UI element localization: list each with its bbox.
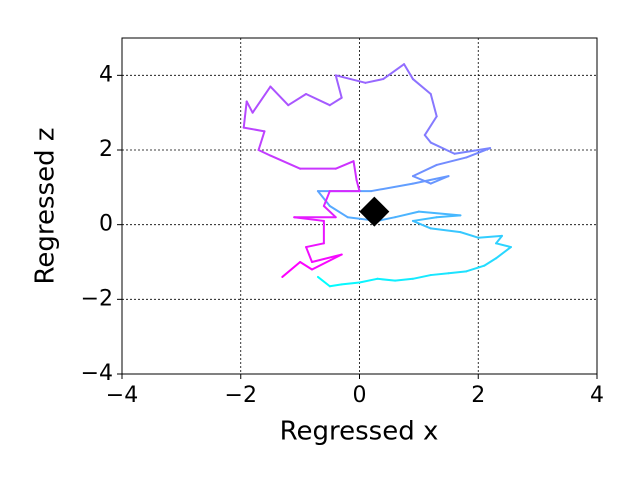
trajectory-segment (305, 242, 325, 249)
trajectory-segment (311, 253, 343, 263)
trajectory-segment (355, 178, 361, 193)
x-tick-label: 2 (471, 383, 485, 408)
trajectory-segment (394, 210, 420, 219)
trajectory-segment (411, 274, 432, 280)
trajectory-segment (423, 115, 438, 137)
trajectory-segment (334, 74, 343, 99)
trajectory-segment (370, 182, 414, 193)
trajectory-segment (305, 246, 313, 263)
trajectory-segment (334, 160, 355, 170)
trajectory-segment (429, 93, 438, 118)
trajectory-segment (411, 175, 432, 185)
trajectory-segment (417, 210, 462, 217)
trajectory-segment (495, 242, 512, 249)
trajectory-segment (316, 275, 331, 288)
trajectory-segment (311, 253, 343, 271)
trajectory-segment (429, 272, 450, 277)
trajectory-segment (251, 85, 272, 114)
x-tick-label: 0 (353, 383, 367, 408)
trajectory-segment (257, 149, 272, 157)
trajectory-segment (403, 63, 414, 81)
trajectory-segment (242, 100, 248, 129)
x-tick-label: −2 (225, 383, 257, 408)
y-axis-label: Regressed z (31, 127, 61, 284)
y-tick-label: −2 (81, 286, 113, 311)
y-tick-label: 4 (99, 62, 113, 87)
trajectory-segment (316, 190, 331, 207)
trajectory-segment (435, 156, 468, 166)
trajectory-segment (242, 126, 266, 133)
trajectory-segment (411, 216, 438, 222)
trajectory-segment (429, 141, 456, 155)
y-tick-label: 0 (99, 212, 113, 237)
trajectory-segment (245, 100, 254, 114)
trajectory-segment (299, 261, 313, 271)
trajectory-segment (281, 261, 302, 278)
trajectory-segment (429, 175, 450, 185)
y-tick-label: −4 (81, 361, 113, 386)
trajectory-segment (411, 163, 438, 178)
trajectory-segment (447, 270, 468, 275)
trajectory-segment (269, 154, 302, 170)
trajectory-segment (352, 160, 358, 181)
trajectory-segment (334, 74, 367, 84)
trajectory-segment (483, 257, 498, 267)
trajectory-segment (376, 277, 397, 282)
trajectory-segment (453, 147, 492, 155)
trajectory-segment (477, 234, 503, 239)
trajectory-segment (394, 277, 414, 282)
trajectory-segment (411, 78, 432, 95)
trajectory-segment (423, 134, 432, 144)
trajectory-segment (293, 216, 325, 222)
trajectory-segment (328, 205, 349, 219)
trajectory-segment (257, 130, 266, 151)
x-tick-label: 4 (590, 383, 604, 408)
trajectory-segment (459, 231, 480, 239)
trajectory-segment (287, 93, 308, 107)
trajectory-segment (495, 234, 503, 245)
trajectory-segment (411, 219, 432, 230)
trajectory-segment (382, 63, 406, 81)
marker (359, 196, 390, 227)
trajectory-segment (269, 85, 290, 107)
x-tick-label: −4 (106, 383, 138, 408)
trajectory-segment (328, 96, 343, 107)
trajectory-segment (322, 205, 337, 219)
plot-frame (121, 37, 598, 375)
trajectory-segment (364, 78, 385, 84)
trajectory-segment (322, 190, 331, 207)
trajectory-segment (495, 246, 512, 260)
trajectory-segment (340, 281, 361, 286)
y-tick-label: 2 (99, 137, 113, 162)
trajectory-segment (465, 264, 486, 273)
trajectory-segment (429, 227, 462, 234)
x-axis-label: Regressed x (280, 417, 439, 447)
trajectory-segment (411, 175, 450, 185)
trajectory-segment (328, 283, 343, 288)
trajectory-segment (358, 277, 379, 284)
trajectory-segment (305, 93, 331, 107)
